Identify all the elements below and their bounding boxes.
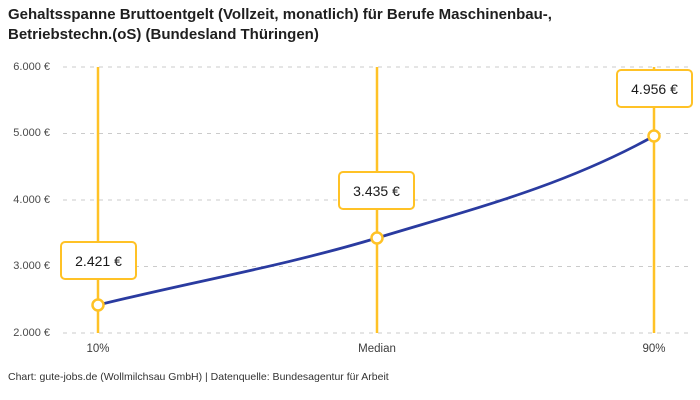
value-label-median: 3.435 €	[338, 171, 415, 210]
data-point-10	[91, 298, 105, 312]
y-axis-tick-label: 4.000 €	[13, 193, 50, 206]
data-point-90	[647, 129, 661, 143]
value-label-10: 2.421 €	[60, 241, 137, 280]
y-axis-tick-label: 2.000 €	[13, 326, 50, 339]
chart-attribution: Chart: gute-jobs.de (Wollmilchsau GmbH) …	[8, 371, 389, 383]
x-axis-tick-label-90: 90%	[642, 343, 666, 355]
y-axis-tick-label: 6.000 €	[13, 60, 50, 73]
value-label-90: 4.956 €	[616, 69, 693, 108]
x-axis-tick-label-10: 10%	[86, 343, 110, 355]
chart-title: Gehaltsspanne Bruttoentgelt (Vollzeit, m…	[8, 6, 552, 43]
x-axis-tick-label-median: Median	[358, 343, 396, 355]
data-point-markers	[91, 129, 661, 312]
data-point-median	[370, 231, 384, 245]
y-axis-tick-label: 5.000 €	[13, 127, 50, 139]
y-axis-tick-label: 3.000 €	[13, 260, 50, 272]
gridlines	[63, 66, 692, 334]
